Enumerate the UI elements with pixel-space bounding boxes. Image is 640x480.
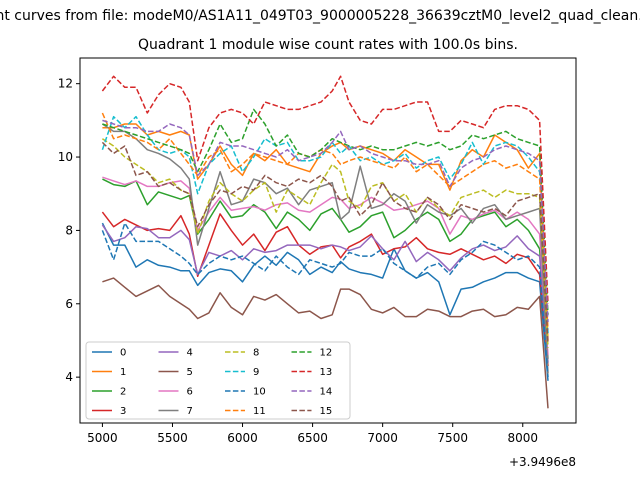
legend-label-14: 14	[320, 387, 333, 398]
series-line-14	[102, 119, 549, 323]
y-tick-label: 10	[58, 150, 73, 164]
legend-label-5: 5	[187, 367, 193, 378]
legend-label-15: 15	[320, 406, 333, 417]
legend-label-10: 10	[253, 387, 266, 398]
legend-label-9: 9	[253, 367, 259, 378]
legend-label-0: 0	[120, 348, 126, 359]
series-line-10	[101, 222, 549, 378]
legend-label-8: 8	[253, 348, 259, 359]
legend-box	[85, 341, 351, 420]
series-line-11	[101, 112, 549, 330]
series-line-1	[102, 123, 549, 341]
series-line-0	[101, 222, 549, 381]
series-line-15	[101, 141, 549, 345]
y-tick-label: 6	[65, 297, 73, 311]
x-tick-label: 5500	[157, 431, 188, 445]
legend-label-13: 13	[320, 367, 333, 378]
x-tick-label: 6500	[297, 431, 328, 445]
series-line-4	[101, 224, 549, 363]
series-line-7	[101, 123, 549, 374]
legend-label-6: 6	[187, 387, 193, 398]
y-tick-label: 12	[58, 77, 73, 91]
legend-label-11: 11	[253, 406, 266, 417]
legend-label-7: 7	[187, 406, 193, 417]
legend-label-4: 4	[187, 348, 193, 359]
x-axis-offset-label: +3.9496e8	[509, 455, 576, 469]
y-tick-label: 8	[65, 223, 73, 237]
x-tick-label: 7500	[437, 431, 468, 445]
series-line-12	[102, 108, 549, 315]
figure-suptitle: Light curves from file: modeM0/AS1A11_04…	[0, 8, 640, 24]
series-line-6	[102, 176, 549, 356]
legend-label-3: 3	[120, 406, 126, 417]
legend-label-1: 1	[120, 367, 126, 378]
legend-label-12: 12	[320, 348, 333, 359]
x-tick-label: 5000	[87, 431, 118, 445]
y-tick-label: 4	[65, 370, 73, 384]
series-line-3	[101, 211, 549, 367]
chart-title: Quadrant 1 module wise count rates with …	[138, 37, 518, 53]
x-tick-label: 7000	[367, 431, 398, 445]
x-tick-label: 6000	[227, 431, 258, 445]
x-tick-label: 8000	[507, 431, 538, 445]
series-line-13	[101, 75, 549, 304]
plot-frame	[79, 57, 577, 424]
series-line-5	[102, 277, 549, 409]
legend-label-2: 2	[120, 387, 126, 398]
series-layer	[101, 75, 549, 409]
